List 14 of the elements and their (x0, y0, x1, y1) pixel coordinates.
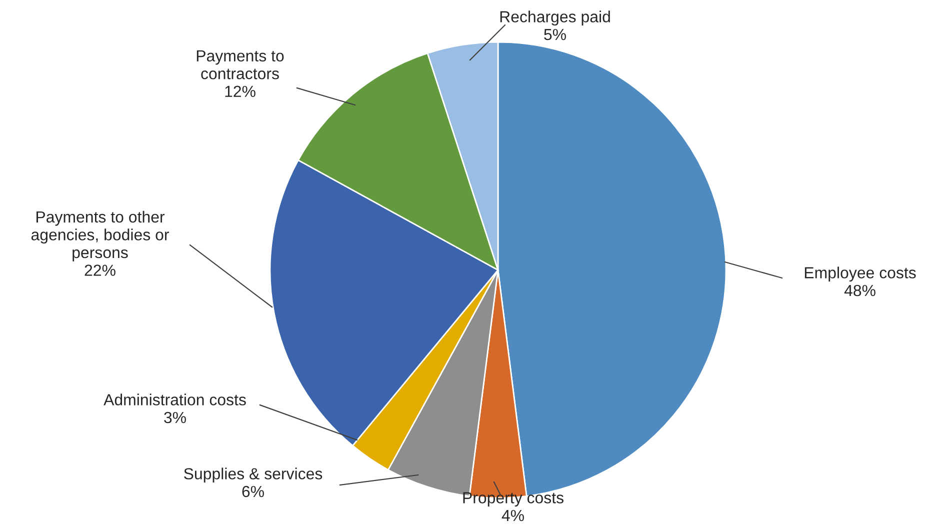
slice-label: Payments to contractors (196, 50, 284, 80)
data-label: 48% (844, 284, 876, 296)
data-label: 5% (544, 28, 566, 40)
data-label: 12% (225, 86, 256, 98)
slice-label: Administration costs (104, 394, 246, 406)
slice-label: Property costs (463, 492, 564, 507)
slice-label: Supplies & services (184, 468, 322, 483)
slice-label: Employee costs (804, 266, 916, 282)
data-label: 22% (84, 264, 116, 276)
slice-label: Payments to other agencies, bodies or persons (31, 210, 169, 262)
data-label: 6% (242, 486, 264, 498)
data-label: 3% (164, 412, 186, 424)
slice-label: Recharges paid (500, 10, 610, 26)
data-label: 4% (502, 510, 524, 522)
